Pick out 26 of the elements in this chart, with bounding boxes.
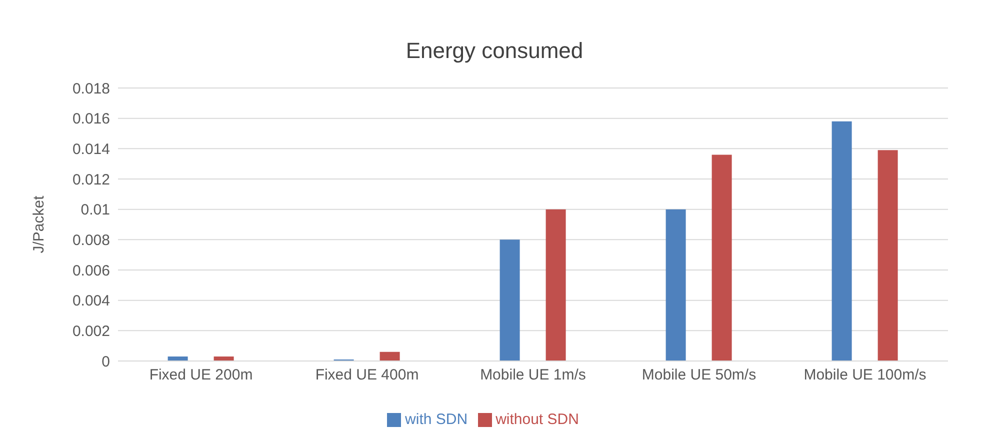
legend-label: with SDN — [405, 411, 468, 428]
y-tick-label: 0.018 — [72, 80, 110, 98]
x-tick-label: Mobile UE 50m/s — [642, 366, 756, 384]
y-tick-label: 0.002 — [72, 322, 110, 340]
bar — [500, 240, 520, 361]
x-tick-label: Fixed UE 200m — [149, 366, 253, 384]
y-tick-label: 0.008 — [72, 232, 110, 249]
y-tick-label: 0.004 — [72, 292, 110, 310]
chart-title: Energy consumed — [404, 37, 584, 65]
bar — [380, 352, 400, 361]
y-tick-label: 0.012 — [72, 171, 110, 188]
y-tick-label: 0.01 — [80, 202, 110, 219]
y-tick-label: 0 — [102, 353, 110, 370]
bar — [712, 154, 732, 361]
y-tick-label: 0.016 — [72, 110, 110, 128]
bar — [878, 150, 898, 361]
y-tick-label: 0.014 — [72, 140, 110, 158]
y-tick-label: 0.006 — [72, 262, 110, 280]
bar — [832, 121, 852, 361]
x-tick-label: Mobile UE 1m/s — [480, 366, 586, 384]
x-tick-label: Fixed UE 400m — [315, 366, 419, 384]
y-axis-title: J/Packet — [30, 194, 48, 254]
x-tick-label: Mobile UE 100m/s — [804, 366, 926, 384]
bar — [546, 209, 566, 361]
bar — [666, 209, 686, 361]
legend-label: without SDN — [496, 411, 579, 428]
